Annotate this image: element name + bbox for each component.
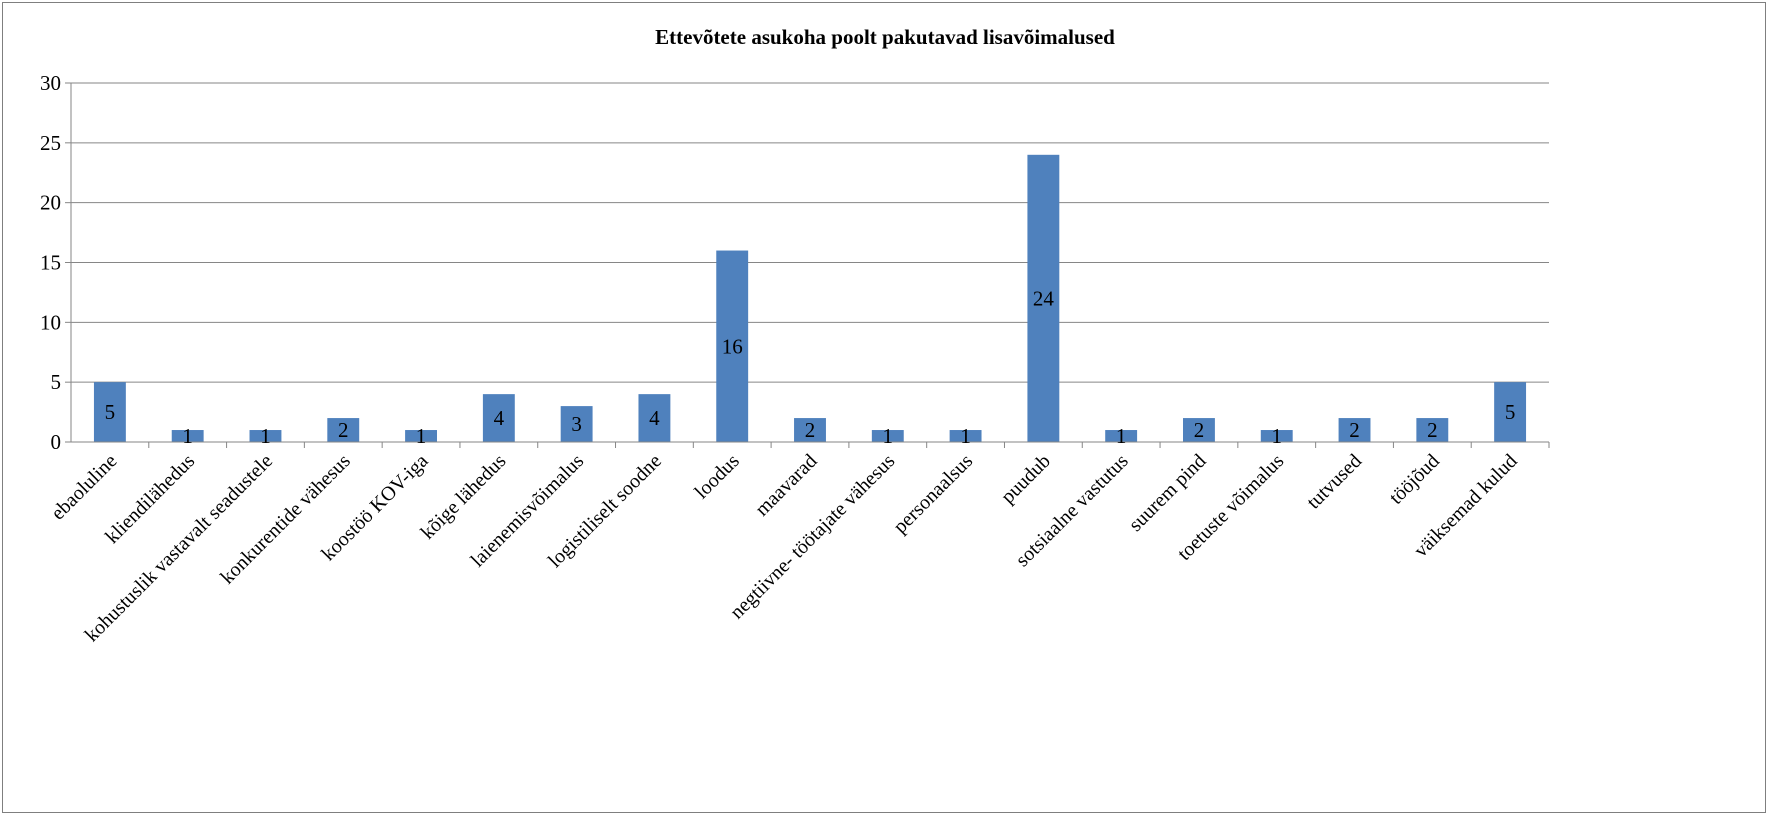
- y-tick-label: 25: [40, 131, 61, 155]
- x-tick-label: loodus: [690, 450, 743, 503]
- data-label: 1: [1116, 424, 1127, 448]
- bar: [560, 406, 593, 442]
- data-label: 2: [1194, 418, 1205, 442]
- x-tick-label: tööjõud: [1385, 450, 1444, 509]
- x-tick-label: puudub: [997, 450, 1055, 508]
- y-tick-label: 15: [40, 251, 61, 275]
- x-tick-label: suurem pind: [1125, 450, 1211, 536]
- bar: [638, 394, 671, 442]
- bar: [1416, 418, 1449, 442]
- x-tick-label: personaalsus: [889, 450, 977, 538]
- bar: [1183, 418, 1215, 442]
- x-tick-label: konkurentide vähesus: [216, 450, 355, 589]
- data-label: 1: [883, 424, 894, 448]
- y-axis-ticks: 0 5 10 15 20 25 30: [40, 71, 61, 454]
- data-labels: 5 1 1 2 1 4 3 4 16 2 1 1 24 1 2 1 2 2 5: [105, 286, 1516, 448]
- bar: [1027, 154, 1060, 443]
- bar: [249, 430, 282, 442]
- bar: [716, 250, 749, 442]
- data-label: 1: [960, 424, 971, 448]
- data-label: 1: [182, 424, 193, 448]
- bar: [405, 430, 437, 442]
- x-tick-label: tutvused: [1303, 450, 1366, 513]
- data-label: 5: [1505, 400, 1516, 424]
- gridlines: [71, 82, 1549, 383]
- data-label: 1: [1271, 424, 1282, 448]
- bar: [171, 430, 204, 442]
- data-label: 2: [805, 418, 816, 442]
- data-label: 16: [722, 334, 743, 358]
- y-tick-label: 0: [51, 430, 62, 454]
- data-label: 5: [105, 400, 116, 424]
- bar: [1494, 382, 1527, 442]
- x-tick-label: maavarad: [751, 450, 822, 521]
- data-label: 1: [260, 424, 271, 448]
- x-tick-label: negtiivne- töötajate vähesus: [726, 450, 900, 624]
- bar: [794, 418, 826, 442]
- y-tick-label: 10: [40, 310, 61, 334]
- x-tick-label: ebaoluline: [47, 450, 122, 525]
- bar: [1338, 418, 1371, 442]
- bar: [482, 394, 515, 442]
- data-label: 2: [1349, 418, 1360, 442]
- chart-title: Ettevõtete asukoha poolt pakutavad lisav…: [655, 25, 1115, 49]
- data-label: 4: [649, 406, 660, 430]
- bar: [949, 430, 982, 442]
- y-tick-label: 30: [40, 71, 61, 95]
- data-label: 2: [338, 418, 349, 442]
- data-label: 2: [1427, 418, 1438, 442]
- data-label: 24: [1033, 286, 1055, 310]
- data-label: 3: [571, 412, 582, 436]
- bar: [1105, 430, 1138, 442]
- bar: [1260, 430, 1293, 442]
- bar: [93, 382, 126, 442]
- bars: [93, 154, 1527, 443]
- bar: [327, 418, 360, 442]
- y-tick-label: 5: [51, 370, 62, 394]
- bar: [871, 430, 904, 442]
- data-label: 1: [416, 424, 427, 448]
- y-tick-label: 20: [40, 191, 61, 215]
- data-label: 4: [494, 406, 505, 430]
- axes: [65, 82, 1550, 448]
